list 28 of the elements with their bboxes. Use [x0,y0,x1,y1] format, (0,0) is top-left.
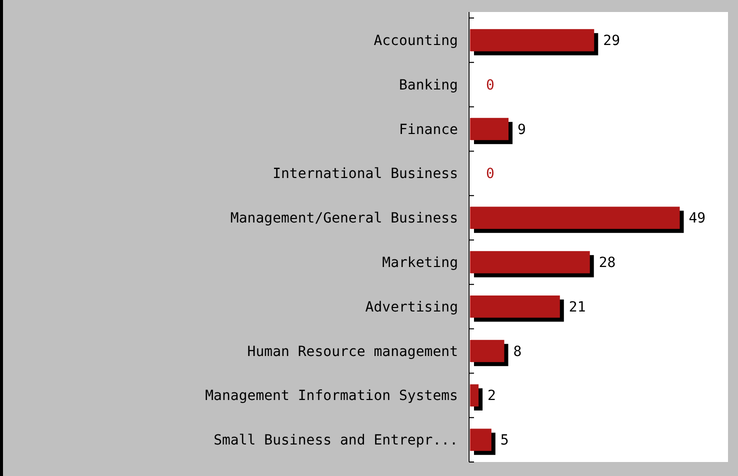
data-label: 2 [488,388,496,404]
bar [470,206,680,229]
y-tick-label: Advertising [365,299,458,316]
bar [470,296,560,318]
y-tick-label: Small Business and Entrepr... [214,432,458,449]
y-tick-label: Management/General Business [230,210,458,227]
bar [470,29,594,52]
bar [470,340,504,362]
data-label: 28 [598,255,616,272]
data-label: 0 [486,77,494,94]
data-label: 5 [500,432,509,449]
data-label: 29 [603,33,620,50]
data-label: 49 [688,210,706,227]
bar [470,384,479,406]
bar [470,251,590,274]
y-tick-label: Banking [398,77,458,94]
y-tick-label: Accounting [374,33,458,50]
data-label: 21 [568,299,586,316]
bar [470,428,492,451]
bar [470,118,509,140]
y-tick-label: Management Information Systems [205,388,458,404]
data-label: 0 [486,166,494,182]
y-tick-label: Finance [398,122,458,138]
data-label: 9 [518,122,526,138]
y-tick-label: International Business [272,166,458,182]
y-tick-label: Human Resource management [247,344,458,360]
data-label: 8 [513,344,522,360]
y-tick-label: Marketing [382,255,458,272]
